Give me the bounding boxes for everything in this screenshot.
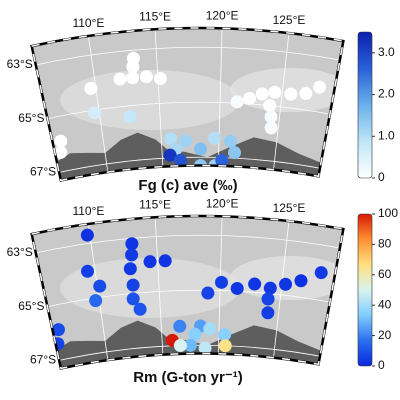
sample-point — [264, 110, 278, 124]
sample-point — [126, 71, 140, 85]
sample-point — [279, 277, 293, 291]
colorbar-tick-label: 60 — [378, 267, 392, 281]
lon-label: 115°E — [139, 9, 171, 23]
sample-point — [126, 292, 140, 306]
colorbar — [357, 31, 373, 179]
sample-point — [263, 99, 277, 113]
lat-label: 67°S — [30, 165, 56, 179]
sample-point — [126, 60, 140, 74]
sample-point — [173, 339, 187, 353]
graticule-line — [35, 101, 342, 122]
sample-point — [133, 302, 147, 316]
lon-label: 115°E — [139, 197, 171, 211]
sample-point — [89, 294, 103, 308]
sample-point — [207, 131, 221, 145]
sample-point — [201, 286, 215, 300]
sample-point — [218, 339, 232, 353]
sample-point — [194, 142, 208, 156]
sample-point — [173, 319, 187, 333]
lon-label: 125°E — [273, 13, 306, 27]
sample-point — [113, 72, 127, 86]
sample-point — [143, 255, 157, 269]
sample-point — [123, 262, 137, 276]
sample-point — [230, 95, 244, 109]
sample-point — [227, 146, 241, 160]
sample-point — [268, 85, 282, 99]
sample-point — [87, 106, 101, 120]
sample-point — [126, 278, 140, 292]
sample-point — [125, 237, 139, 251]
sample-point — [81, 264, 95, 278]
colorbar-tick-label: 3.0 — [378, 45, 395, 59]
ice-patch — [60, 258, 240, 318]
sample-point — [313, 80, 327, 94]
sample-point — [80, 228, 94, 242]
colorbar-tick-label: 100 — [378, 206, 398, 220]
sample-point — [261, 306, 275, 320]
sample-point — [84, 81, 98, 95]
lon-label: 110°E — [72, 16, 104, 30]
sample-point — [153, 72, 167, 86]
lat-label: 63°S — [7, 245, 33, 259]
lon-label: 110°E — [72, 204, 104, 218]
lat-label: 65°S — [18, 299, 44, 313]
sample-point — [284, 87, 298, 101]
sample-point — [255, 87, 269, 101]
colorbar-tick-label: 1.0 — [378, 128, 395, 142]
sample-point — [243, 91, 257, 105]
lon-label: 125°E — [273, 201, 306, 215]
colorbar-tick-label: 0 — [378, 170, 385, 184]
sample-point — [218, 328, 232, 342]
lon-label: 120°E — [206, 8, 239, 22]
sample-point — [248, 277, 262, 291]
sample-point — [198, 341, 212, 355]
lat-label: 67°S — [30, 353, 56, 367]
colorbar-tick-label: 40 — [378, 297, 392, 311]
sample-point — [139, 70, 153, 84]
graticule-line — [31, 234, 344, 257]
sample-point — [158, 254, 172, 268]
sample-point — [215, 275, 229, 289]
sample-point — [179, 134, 193, 148]
graticule-line — [35, 289, 342, 310]
sample-point — [51, 323, 65, 337]
sample-point — [314, 266, 328, 280]
sample-point — [183, 338, 197, 352]
panel-title: Rm (G-ton yr⁻¹) — [133, 369, 243, 386]
map-panel — [31, 216, 344, 369]
colorbar-tick-label: 2.0 — [378, 87, 395, 101]
colorbar-tick-label: 0 — [378, 358, 385, 372]
colorbar-tick-label: 20 — [378, 328, 392, 342]
sample-point — [230, 281, 244, 295]
sample-point — [294, 274, 308, 288]
sample-point — [125, 248, 139, 262]
sample-point — [93, 279, 107, 293]
colorbar-tick-label: 80 — [378, 237, 392, 251]
lat-label: 63°S — [7, 57, 33, 71]
sample-point — [203, 322, 217, 336]
graticule-line — [48, 156, 332, 176]
sample-point — [223, 134, 237, 148]
sample-point — [188, 327, 202, 341]
sample-point — [264, 121, 278, 135]
colorbar — [357, 213, 373, 367]
panel-title: Fg (c) ave (‰) — [138, 177, 237, 194]
sample-point — [54, 134, 68, 148]
sample-point — [215, 153, 229, 167]
sample-point — [261, 292, 275, 306]
sample-point — [173, 153, 187, 167]
sample-point — [164, 132, 178, 146]
sample-point — [263, 281, 277, 295]
ice-patch — [60, 70, 240, 130]
sample-point — [299, 86, 313, 100]
lat-label: 65°S — [18, 111, 44, 125]
sample-point — [123, 110, 137, 124]
map-border-dash — [30, 27, 345, 182]
sample-point — [163, 148, 177, 162]
graticule-line — [31, 46, 344, 69]
sample-point — [54, 145, 68, 159]
lon-label: 120°E — [206, 196, 239, 210]
map-border-dash — [30, 215, 345, 370]
